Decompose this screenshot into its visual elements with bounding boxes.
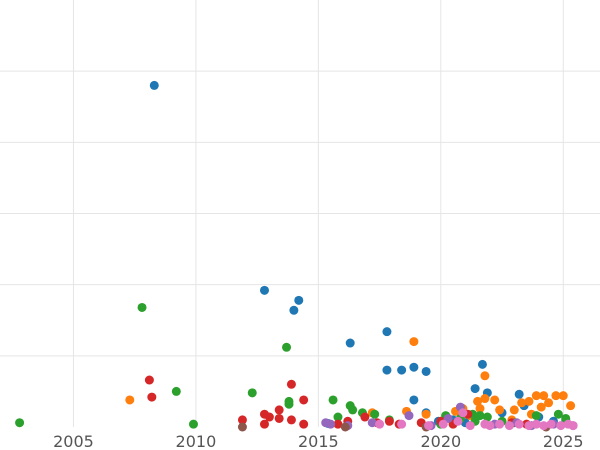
data-point <box>514 419 524 429</box>
data-point <box>345 338 355 348</box>
data-point <box>524 396 534 406</box>
data-point <box>328 395 338 405</box>
data-point <box>531 419 541 429</box>
data-point <box>480 371 490 381</box>
data-point <box>531 391 541 401</box>
data-point <box>274 405 284 415</box>
data-point <box>458 408 468 418</box>
data-point <box>382 327 392 337</box>
data-point <box>397 419 407 429</box>
data-point <box>289 305 299 315</box>
data-point <box>404 411 414 421</box>
data-point <box>333 412 343 422</box>
data-point <box>544 398 554 408</box>
data-point <box>482 412 492 422</box>
x-tick-label: 2025 <box>543 432 584 450</box>
data-point <box>348 405 358 415</box>
data-point <box>259 419 269 429</box>
data-point <box>375 419 385 429</box>
x-tick-label: 2010 <box>176 432 217 450</box>
data-point <box>144 375 154 385</box>
data-point <box>147 392 157 402</box>
data-point <box>326 419 336 429</box>
data-point <box>531 411 541 421</box>
data-point <box>477 359 487 369</box>
data-point <box>480 394 490 404</box>
data-point <box>15 418 25 428</box>
data-point <box>149 80 159 90</box>
data-point <box>237 422 247 432</box>
data-point <box>473 396 483 406</box>
data-point <box>409 337 419 347</box>
data-point <box>286 415 296 425</box>
series-6 <box>375 408 578 431</box>
data-point <box>299 395 309 405</box>
gridlines <box>0 0 600 427</box>
series-2 <box>15 302 571 429</box>
data-point <box>517 398 527 408</box>
series-0 <box>149 80 571 428</box>
data-point <box>424 421 434 431</box>
data-point <box>125 395 135 405</box>
x-tick-label: 2005 <box>53 432 94 450</box>
data-point <box>284 399 294 409</box>
data-point <box>539 421 549 431</box>
data-point <box>382 365 392 375</box>
data-point <box>370 409 380 419</box>
data-point <box>274 413 284 423</box>
data-point <box>340 422 350 432</box>
data-point <box>475 403 485 413</box>
data-point <box>509 405 519 415</box>
data-points <box>15 80 578 432</box>
x-tick-label: 2020 <box>420 432 461 450</box>
data-point <box>490 395 500 405</box>
data-point <box>333 419 343 429</box>
data-point <box>421 409 431 419</box>
data-point <box>566 401 576 411</box>
data-point <box>137 302 147 312</box>
data-point <box>556 421 566 431</box>
data-point <box>286 379 296 389</box>
data-point <box>237 415 247 425</box>
data-point <box>299 419 309 429</box>
data-point <box>524 421 534 431</box>
x-axis-tick-labels: 2005 2010 2015 2020 2025 <box>53 432 584 450</box>
data-point <box>259 285 269 295</box>
data-point <box>536 402 546 412</box>
data-point <box>495 419 505 429</box>
data-point <box>360 412 370 422</box>
data-point <box>485 421 495 431</box>
data-point <box>421 366 431 376</box>
data-point <box>514 389 524 399</box>
data-point <box>367 418 377 428</box>
data-point <box>453 416 463 426</box>
x-tick-label: 2015 <box>298 432 339 450</box>
data-point <box>282 342 292 352</box>
data-point <box>247 388 257 398</box>
data-point <box>438 419 448 429</box>
data-point <box>470 384 480 394</box>
data-point <box>188 419 198 429</box>
data-point <box>397 365 407 375</box>
data-point <box>409 395 419 405</box>
data-point <box>568 421 578 431</box>
data-point <box>384 416 394 426</box>
data-point <box>504 421 514 431</box>
data-point <box>558 391 568 401</box>
data-point <box>294 295 304 305</box>
data-point <box>551 391 561 401</box>
data-point <box>264 412 274 422</box>
data-point <box>553 409 563 419</box>
data-point <box>409 362 419 372</box>
data-point <box>495 405 505 415</box>
data-point <box>539 391 549 401</box>
data-point <box>465 421 475 431</box>
data-point <box>171 386 181 396</box>
data-point <box>546 419 556 429</box>
